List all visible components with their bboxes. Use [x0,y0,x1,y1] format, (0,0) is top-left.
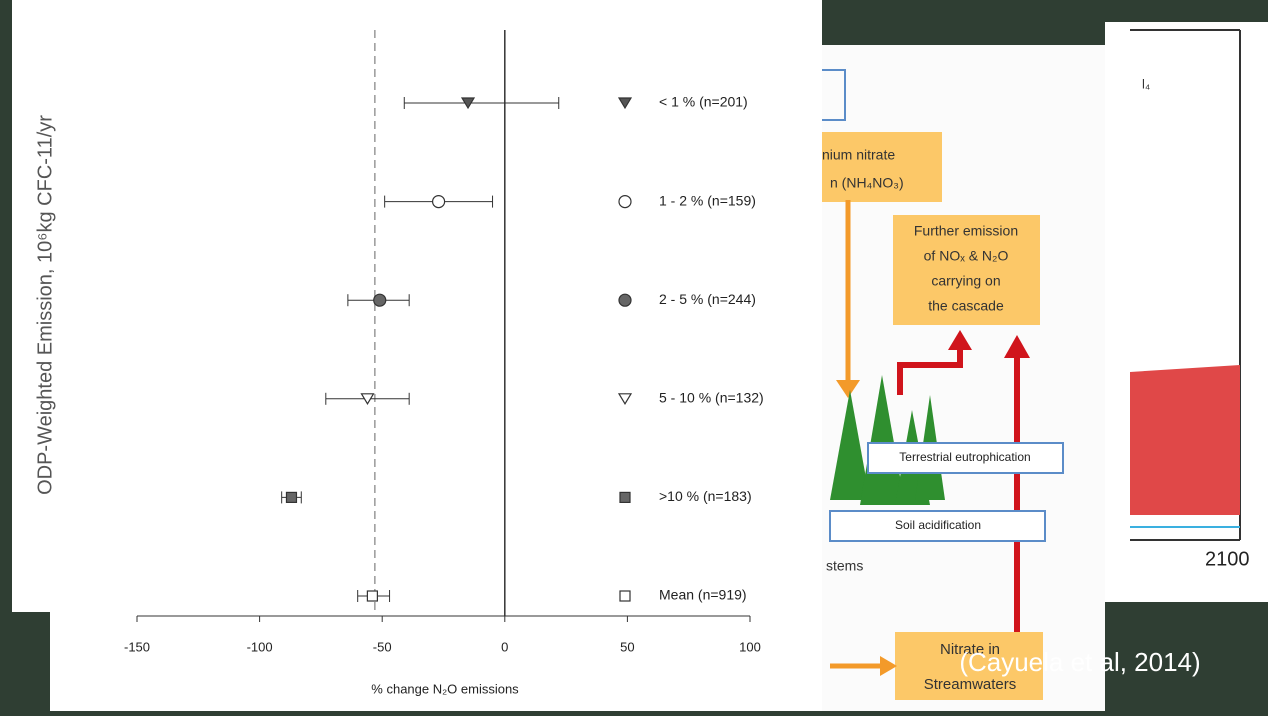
point [366,590,378,602]
legend-marker [617,97,633,110]
legend-marker [618,195,632,209]
point [373,293,387,307]
chart-panel [12,0,822,612]
legend-entry: Mean (n=919) [659,587,747,603]
label: carrying on [931,273,1000,289]
chart-panel [50,612,822,711]
box [829,510,1046,542]
label: Soil acidification [895,518,981,532]
legend-marker [619,491,631,503]
caption: (Cayuela et al, 2014) [959,647,1200,677]
label: l₄ [1142,76,1150,91]
label: of NOₓ & N₂O [924,248,1009,264]
error-bar [403,97,560,109]
label: Streamwaters [924,676,1017,693]
x-tick-label: 0 [501,639,508,654]
point [285,491,298,503]
legend-marker [619,590,631,602]
arrow [1004,335,1030,358]
box [893,215,1040,325]
arrow [948,330,972,350]
legend-entry: >10 % (n=183) [659,488,752,504]
point [460,97,476,110]
legend-entry: < 1 % (n=201) [659,94,748,110]
label: nium nitrate [822,147,895,163]
area [1130,365,1240,515]
legend-entry: 2 - 5 % (n=244) [659,291,756,307]
box [812,132,942,202]
legend-marker [618,293,632,307]
point [360,393,375,405]
arrow [836,380,860,398]
x-tick-label: -150 [124,639,150,654]
legend-entry: 5 - 10 % (n=132) [659,390,764,406]
label: stems [826,558,863,574]
x-axis-label: % change N₂O emissions [371,681,519,696]
box [895,632,1043,700]
point [431,195,446,209]
y-axis-label: ODP-Weighted Emission, 10⁶kg CFC-11/yr [34,115,56,495]
x-tick-label: 50 [620,639,634,654]
x-tick-label: -50 [373,639,392,654]
legend-marker [617,393,633,405]
arrow [897,345,963,395]
box [867,442,1064,474]
label: the cascade [928,298,1004,314]
x-tick-label: -100 [247,639,273,654]
arrow [880,656,897,676]
label: Further emission [914,223,1018,239]
label: n (NH₄NO₃) [830,175,904,191]
year: 2100 [1205,548,1250,570]
label: Terrestrial eutrophication [899,450,1030,464]
legend-entry: 1 - 2 % (n=159) [659,192,756,208]
x-tick-label: 100 [739,639,761,654]
label: Nitrate in [940,641,1000,658]
